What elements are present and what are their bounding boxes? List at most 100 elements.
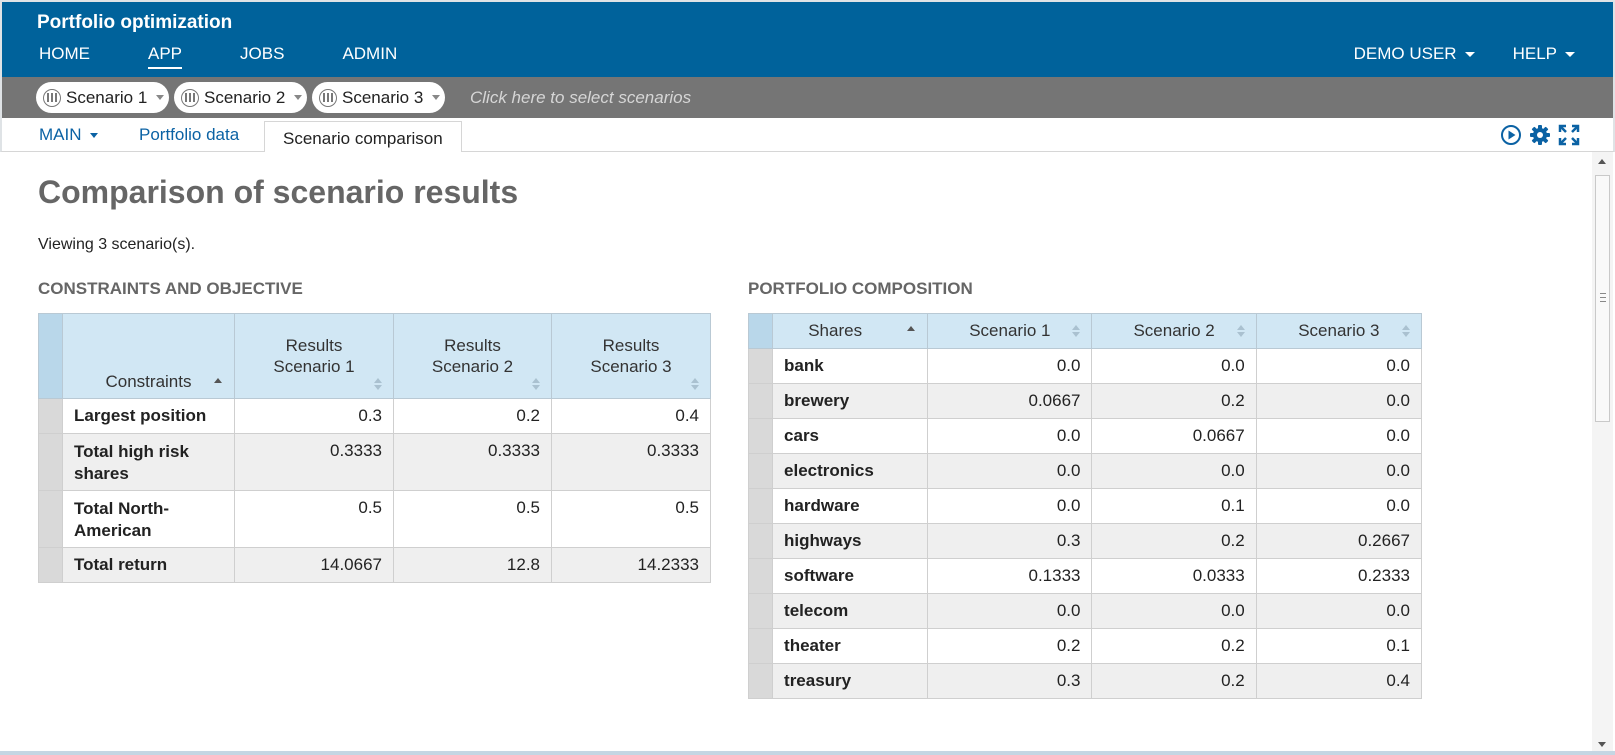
table-cell: 12.8 xyxy=(393,547,552,583)
share-label: theater xyxy=(772,628,929,664)
row-header[interactable] xyxy=(747,488,774,524)
column-header-scenario-1[interactable]: Results Scenario 1 xyxy=(234,313,394,399)
table-cell: 0.3333 xyxy=(234,433,394,491)
share-label: software xyxy=(772,558,929,594)
row-header[interactable] xyxy=(747,523,774,559)
share-label: hardware xyxy=(772,488,929,524)
column-header-label: Scenario 1 xyxy=(969,321,1051,340)
table-cell: 0.0 xyxy=(927,488,1093,524)
table-cell: 0.0667 xyxy=(1091,418,1257,454)
scenario-icon xyxy=(319,88,337,107)
scenario-pill-1[interactable]: Scenario 1 xyxy=(36,82,169,113)
table-cell: 0.5 xyxy=(551,490,711,548)
sort-icon xyxy=(1402,325,1410,337)
scroll-down-icon[interactable] xyxy=(1598,742,1606,747)
row-header[interactable] xyxy=(38,398,63,434)
table-row: Total return 14.0667 12.8 14.2333 xyxy=(38,547,711,583)
scenario-pill-3[interactable]: Scenario 3 xyxy=(312,82,445,113)
constraint-label: Total return xyxy=(62,547,235,583)
scroll-up-icon[interactable] xyxy=(1598,159,1606,164)
table-row: Total North-American 0.5 0.5 0.5 xyxy=(38,490,711,548)
table-cell: 0.2 xyxy=(1091,523,1257,559)
help-menu[interactable]: HELP xyxy=(1513,44,1575,67)
vertical-scrollbar[interactable] xyxy=(1592,152,1613,753)
table-row: Largest position 0.3 0.2 0.4 xyxy=(38,398,711,434)
row-header[interactable] xyxy=(38,490,63,548)
gear-icon[interactable] xyxy=(1528,123,1552,147)
column-header-scenario-3[interactable]: Scenario 3 xyxy=(1255,313,1423,349)
share-label: telecom xyxy=(772,593,929,629)
constraint-label: Total high risk shares xyxy=(62,433,235,491)
nav-jobs[interactable]: JOBS xyxy=(240,44,285,63)
table-cell: 0.0 xyxy=(1255,593,1423,629)
column-header-label: Results Scenario 2 xyxy=(431,336,514,376)
share-label: electronics xyxy=(772,453,929,489)
share-label: highways xyxy=(772,523,929,559)
table-cell: 0.0333 xyxy=(1091,558,1257,594)
table-row: highways 0.3 0.2 0.2667 xyxy=(747,523,1423,559)
scenario-pill-2[interactable]: Scenario 2 xyxy=(174,82,307,113)
table-cell: 0.0 xyxy=(927,453,1093,489)
main-nav: HOME APP JOBS ADMIN xyxy=(39,44,455,69)
nav-app[interactable]: APP xyxy=(148,44,183,69)
app-header: Portfolio optimization HOME APP JOBS ADM… xyxy=(0,0,1615,77)
row-header[interactable] xyxy=(747,418,774,454)
table-row: telecom 0.0 0.0 0.0 xyxy=(747,593,1423,629)
tab-scenario-comparison[interactable]: Scenario comparison xyxy=(264,121,462,156)
row-header[interactable] xyxy=(747,628,774,664)
composition-section-title: PORTFOLIO COMPOSITION xyxy=(748,279,973,298)
column-header-scenario-2[interactable]: Scenario 2 xyxy=(1091,313,1257,349)
row-header[interactable] xyxy=(747,383,774,419)
row-header[interactable] xyxy=(747,348,774,384)
table-cell: 0.2 xyxy=(1091,628,1257,664)
nav-admin[interactable]: ADMIN xyxy=(342,44,398,63)
tab-portfolio-data[interactable]: Portfolio data xyxy=(139,125,240,144)
tab-main-label: MAIN xyxy=(39,125,82,144)
column-header-label: Results Scenario 1 xyxy=(273,336,355,376)
table-cell: 0.0 xyxy=(927,593,1093,629)
row-header[interactable] xyxy=(747,593,774,629)
column-header-scenario-3[interactable]: Results Scenario 3 xyxy=(551,313,711,399)
row-header[interactable] xyxy=(747,558,774,594)
share-label: treasury xyxy=(772,663,929,699)
table-row: software 0.1333 0.0333 0.2333 xyxy=(747,558,1423,594)
fullscreen-icon[interactable] xyxy=(1557,123,1581,147)
table-cell: 14.0667 xyxy=(234,547,394,583)
scenario-pill-label: Scenario 1 xyxy=(66,87,148,107)
share-label: cars xyxy=(772,418,929,454)
view-tabs: MAIN Portfolio data Scenario comparison xyxy=(0,118,1615,156)
table-cell: 0.0 xyxy=(1091,453,1257,489)
composition-table: Shares Scenario 1 Scenario 2 Scenario 3 … xyxy=(747,313,1423,699)
table-cell: 0.0667 xyxy=(927,383,1093,419)
row-header[interactable] xyxy=(747,663,774,699)
nav-home[interactable]: HOME xyxy=(39,44,90,63)
table-cell: 14.2333 xyxy=(551,547,711,583)
table-cell: 0.0 xyxy=(1255,348,1423,384)
column-header-constraints[interactable]: Constraints xyxy=(62,313,235,399)
play-circle-icon[interactable] xyxy=(1499,123,1523,147)
constraint-label: Largest position xyxy=(62,398,235,434)
column-header-scenario-1[interactable]: Scenario 1 xyxy=(927,313,1093,349)
table-cell: 0.0 xyxy=(927,348,1093,384)
row-header[interactable] xyxy=(747,453,774,489)
constraints-table: Constraints Results Scenario 1 Results S… xyxy=(38,313,711,583)
toolbar-icons xyxy=(1494,123,1581,147)
table-row: theater 0.2 0.2 0.1 xyxy=(747,628,1423,664)
table-cell: 0.5 xyxy=(234,490,394,548)
table-cell: 0.0 xyxy=(1255,453,1423,489)
tab-main[interactable]: MAIN xyxy=(39,118,98,152)
user-menu[interactable]: DEMO USER xyxy=(1354,44,1475,67)
table-cell: 0.3333 xyxy=(393,433,552,491)
scenario-select-hint[interactable]: Click here to select scenarios xyxy=(470,88,692,107)
row-header[interactable] xyxy=(38,433,63,491)
scrollbar-thumb[interactable] xyxy=(1595,175,1610,422)
column-header-shares[interactable]: Shares xyxy=(772,313,929,349)
column-header-scenario-2[interactable]: Results Scenario 2 xyxy=(393,313,552,399)
app-title: Portfolio optimization xyxy=(37,12,233,33)
table-row: bank 0.0 0.0 0.0 xyxy=(747,348,1423,384)
viewing-count: Viewing 3 scenario(s). xyxy=(38,236,196,253)
table-cell: 0.2 xyxy=(393,398,552,434)
grip-icon xyxy=(1600,293,1606,302)
constraints-section-title: CONSTRAINTS AND OBJECTIVE xyxy=(38,279,303,298)
row-header[interactable] xyxy=(38,547,63,583)
